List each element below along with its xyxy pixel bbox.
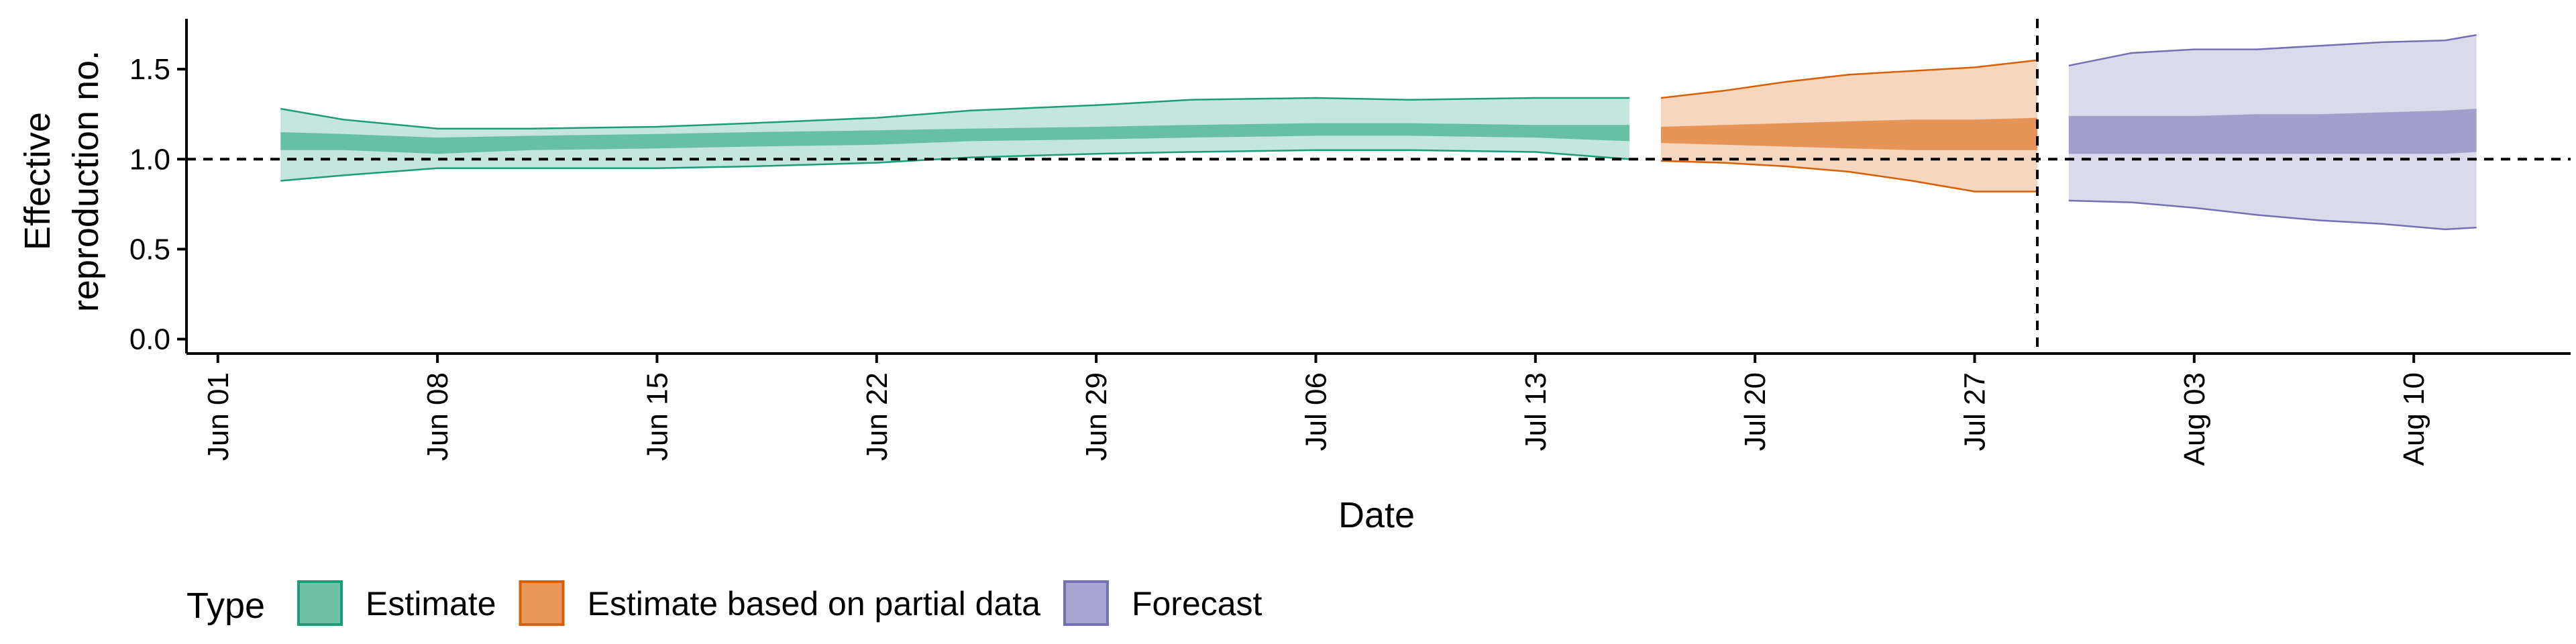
y-tick-label: 1.0: [129, 143, 170, 176]
x-tick-label: Aug 03: [2178, 372, 2211, 466]
x-tick-label: Jul 06: [1300, 372, 1333, 451]
y-tick-label: 1.5: [129, 53, 170, 86]
lower-edge-series-0: [280, 149, 1630, 182]
x-axis-title: Date: [1338, 495, 1415, 535]
x-tick-label: Jun 01: [202, 372, 235, 461]
legend-swatch: [519, 580, 565, 626]
upper-edge-series-1: [1660, 59, 2038, 99]
y-tick-label: 0.0: [129, 323, 170, 356]
upper-edge-series-0: [280, 97, 1630, 129]
legend-swatch: [297, 580, 343, 626]
bands-layer: [280, 34, 2477, 231]
band-50-series-0: [280, 123, 1630, 154]
legend: Type Estimate Estimate based on partial d…: [186, 580, 1263, 626]
x-tick-label: Jun 08: [421, 372, 454, 461]
band-50-series-2: [2068, 109, 2477, 154]
legend-title: Type: [186, 586, 265, 626]
lower-edge-series-2: [2068, 199, 2477, 231]
x-tick-label: Jul 13: [1519, 372, 1552, 451]
lower-edge-series-1: [1660, 160, 2037, 193]
x-tick-label: Jun 22: [861, 372, 894, 461]
axes-layer: 0.0 0.5 1.0 1.5 Jun 01 Jun 08 Jun 15 Jun 22 Jun …: [129, 19, 2571, 466]
y-axis-title-line-2: reproduction no.: [66, 50, 106, 312]
y-axis-title-line-1: Effective: [17, 112, 58, 250]
legend-swatch: [1063, 580, 1109, 626]
legend-label: Forecast: [1132, 585, 1263, 623]
legend-label: Estimate: [366, 585, 496, 623]
x-tick-label: Jul 20: [1739, 372, 1772, 451]
x-tick-label: Jul 27: [1959, 372, 1992, 451]
x-tick-label: Jun 29: [1080, 372, 1113, 461]
y-tick-label: 0.5: [129, 233, 170, 266]
band-50-series-1: [1660, 117, 2037, 150]
reference-lines-layer: [186, 19, 2571, 354]
x-tick-label: Aug 10: [2398, 372, 2430, 466]
upper-edge-series-2: [2068, 34, 2477, 67]
legend-label: Estimate based on partial data: [588, 585, 1041, 623]
x-tick-label: Jun 15: [641, 372, 674, 461]
